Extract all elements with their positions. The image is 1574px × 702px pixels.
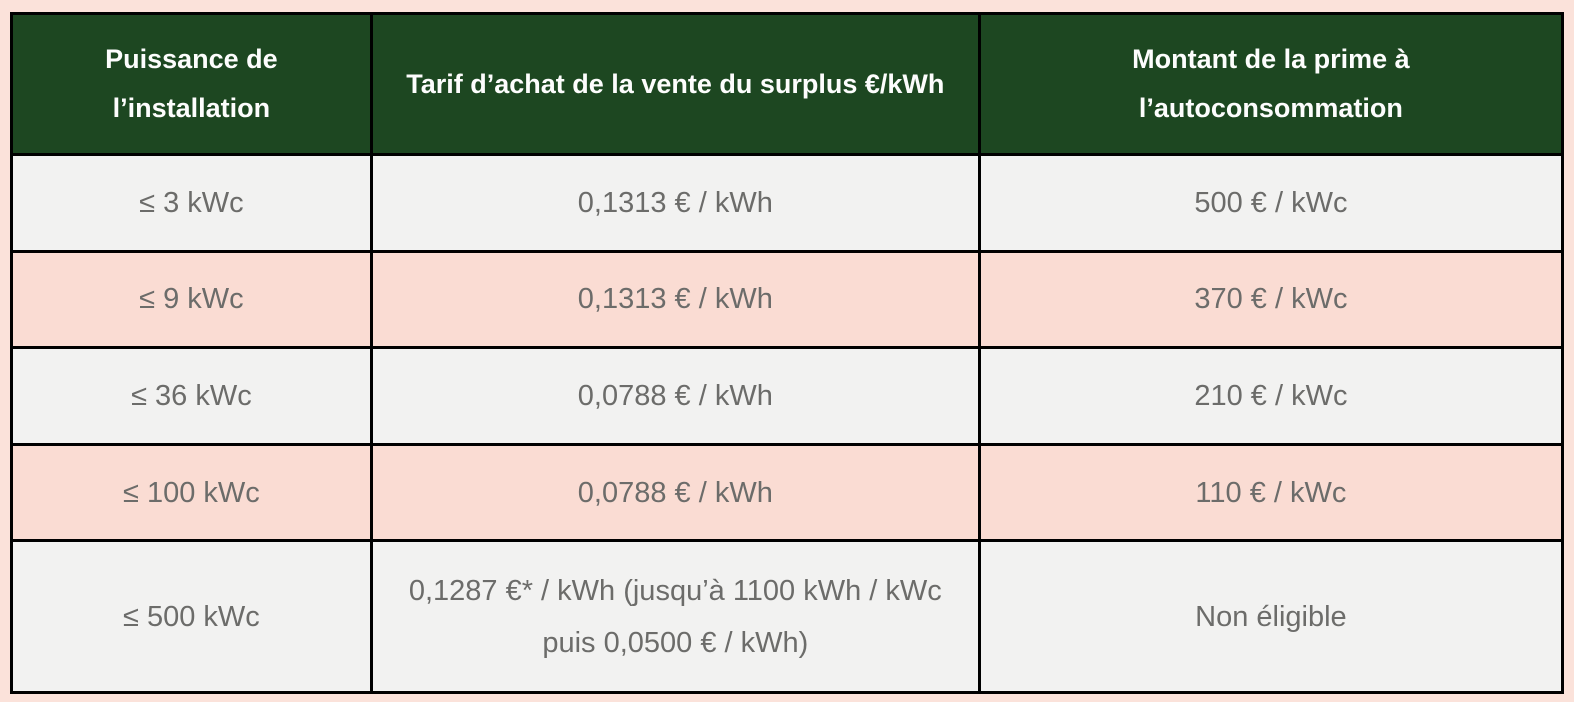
cell-prime: 210 € / kWc [977,346,1565,446]
cell-puissance: ≤ 3 kWc [10,153,373,253]
cell-prime: 370 € / kWc [977,249,1565,350]
cell-tarif-text: 0,1287 €* / kWh (jusqu’à 1100 kWh / kWc … [408,574,942,659]
header-cell-tarif: Tarif d’achat de la vente du surplus €/k… [369,12,981,156]
cell-prime: 500 € / kWc [977,153,1565,253]
table-row-9kwc: ≤ 9 kWc 0,1313 € / kWh 370 € / kWc [10,249,1565,350]
cell-puissance: ≤ 36 kWc [10,346,373,446]
header-label-tarif: Tarif d’achat de la vente du surplus €/k… [406,68,945,99]
cell-tarif: 0,1287 €* / kWh (jusqu’à 1100 kWh / kWc … [369,539,981,694]
header-row: Puissance de l’installation Tarif d’acha… [10,12,1565,156]
table-body: ≤ 3 kWc 0,1313 € / kWh 500 € / kWc ≤ 9 k… [10,153,1565,694]
cell-prime: 110 € / kWc [977,442,1565,543]
cell-puissance: ≤ 9 kWc [10,249,373,350]
header-cell-puissance: Puissance de l’installation [10,12,373,156]
cell-tarif: 0,0788 € / kWh [369,442,981,543]
table-row-3kwc: ≤ 3 kWc 0,1313 € / kWh 500 € / kWc [10,153,1565,253]
table-row-100kwc: ≤ 100 kWc 0,0788 € / kWh 110 € / kWc [10,442,1565,543]
table-row-36kwc: ≤ 36 kWc 0,0788 € / kWh 210 € / kWc [10,346,1565,446]
table-header: Puissance de l’installation Tarif d’acha… [10,12,1565,156]
cell-tarif: 0,1313 € / kWh [369,249,981,350]
table-row-500kwc: ≤ 500 kWc 0,1287 €* / kWh (jusqu’à 1100 … [10,539,1565,694]
cell-tarif: 0,0788 € / kWh [369,346,981,446]
cell-tarif: 0,1313 € / kWh [369,153,981,253]
header-label-puissance: Puissance de l’installation [105,44,278,123]
solar-tariff-table: Puissance de l’installation Tarif d’acha… [10,12,1565,694]
cell-prime: Non éligible [977,539,1565,694]
header-label-prime: Montant de la prime à l’autoconsommation [1132,44,1410,123]
cell-puissance: ≤ 100 kWc [10,442,373,543]
header-cell-prime: Montant de la prime à l’autoconsommation [977,12,1565,156]
cell-puissance: ≤ 500 kWc [10,539,373,694]
